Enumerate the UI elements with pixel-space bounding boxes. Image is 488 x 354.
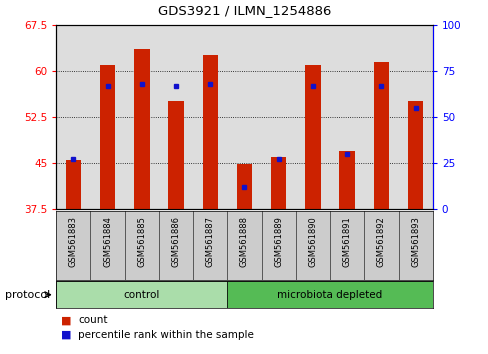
Text: percentile rank within the sample: percentile rank within the sample (78, 330, 254, 339)
Text: GSM561890: GSM561890 (308, 216, 317, 267)
Text: GSM561884: GSM561884 (103, 216, 112, 267)
Bar (227, 281, 432, 308)
Text: protocol: protocol (5, 290, 50, 300)
Bar (305, 65, 320, 209)
Text: microbiota depleted: microbiota depleted (277, 290, 382, 300)
Text: GSM561893: GSM561893 (410, 216, 419, 267)
Text: GSM561887: GSM561887 (205, 216, 214, 267)
Bar (373, 62, 388, 209)
Text: GSM561886: GSM561886 (171, 216, 180, 267)
Text: GSM561885: GSM561885 (137, 216, 146, 267)
Text: count: count (78, 315, 107, 325)
Text: GSM561891: GSM561891 (342, 216, 351, 267)
Bar (65, 160, 81, 209)
Bar (339, 150, 354, 209)
Bar (168, 102, 183, 209)
Bar (56, 281, 227, 308)
Text: GDS3921 / ILMN_1254886: GDS3921 / ILMN_1254886 (158, 4, 330, 17)
Text: GSM561889: GSM561889 (274, 216, 283, 267)
Bar (100, 65, 115, 209)
Bar (236, 164, 252, 209)
Text: GSM561883: GSM561883 (69, 216, 78, 267)
Text: GSM561892: GSM561892 (376, 216, 385, 267)
Text: control: control (123, 290, 160, 300)
Bar (270, 157, 286, 209)
Bar (134, 49, 149, 209)
Text: GSM561888: GSM561888 (240, 216, 248, 267)
Text: ■: ■ (61, 315, 71, 325)
Bar (407, 102, 423, 209)
Bar (202, 56, 218, 209)
Text: ■: ■ (61, 330, 71, 339)
